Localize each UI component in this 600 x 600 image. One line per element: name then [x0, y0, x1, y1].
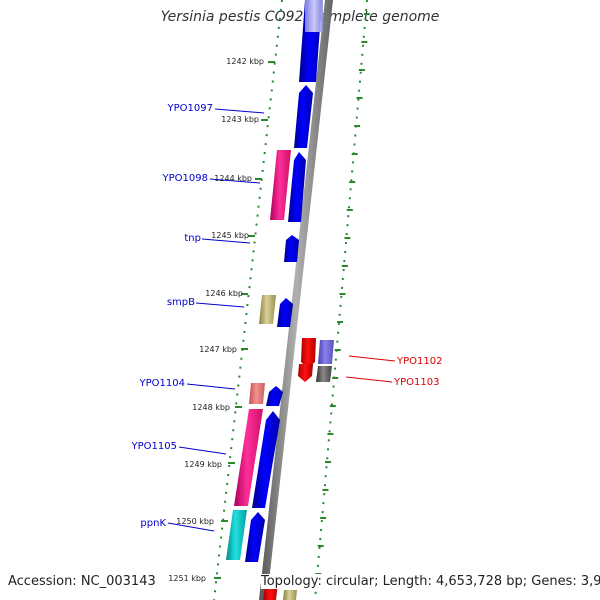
kbp-label-1242: 1242 kbp: [226, 57, 264, 66]
gene-smpb-blue: [277, 298, 293, 327]
leader-smpb: [195, 302, 245, 308]
leader-ypo1098: [209, 178, 261, 184]
label-ypo1102: YPO1102: [396, 356, 442, 367]
kbp-label-1248: 1248 kbp: [192, 403, 230, 412]
label-ypo1105: YPO1105: [131, 441, 177, 452]
gene-ypo1103-red: [298, 364, 313, 382]
gene-ypo1104-blue: [266, 386, 283, 406]
kbp-label-1245: 1245 kbp: [211, 231, 249, 240]
inner-track-dotted: [213, 0, 283, 600]
kbp-label-1246: 1246 kbp: [205, 289, 243, 298]
outer-tick-marks: [315, 13, 370, 575]
leader-ppnk: [167, 522, 215, 532]
label-ppnk: ppnK: [140, 518, 166, 529]
label-ypo1104: YPO1104: [139, 378, 185, 389]
gene-ypo1102-red: [301, 338, 316, 368]
kbp-ruler: 1242 kbp 1243 kbp 1244 kbp 1245 kbp 1246…: [168, 57, 275, 583]
gene-ypo1098-blue: [288, 152, 306, 222]
label-ypo1098: YPO1098: [162, 173, 208, 184]
gene-ypo1104-salmon: [249, 383, 265, 404]
genome-summary-text: Topology: circular; Length: 4,653,728 bp…: [261, 574, 600, 589]
label-ypo1097: YPO1097: [167, 103, 213, 114]
leader-ypo1102: [348, 355, 396, 362]
gene-ypo1105-pink: [234, 409, 263, 506]
outer-track-dotted: [314, 0, 368, 600]
gene-ypo1105-blue: [252, 411, 280, 508]
gene-ppnk-blue: [245, 512, 265, 562]
gene-ypo1098-pink: [270, 150, 291, 220]
label-tnp: tnp: [184, 233, 201, 244]
leader-ypo1105: [178, 446, 227, 455]
gene-ypo1102-purple: [318, 340, 334, 364]
gene-bottom-olive: [283, 590, 297, 600]
backbone-bar: [259, 0, 333, 600]
label-ypo1103: YPO1103: [393, 377, 439, 388]
gene-ypo1097: [294, 85, 313, 148]
gene-ppnk-cyan: [226, 510, 247, 560]
accession-text: Accession: NC_003143: [8, 574, 156, 589]
gene-ypo1103-grey: [316, 366, 332, 382]
gene-smpb-olive: [259, 295, 276, 324]
kbp-label-1244: 1244 kbp: [214, 174, 252, 183]
leader-tnp: [201, 238, 251, 244]
gene-tnp: [284, 235, 299, 262]
leader-ypo1103: [345, 376, 393, 383]
kbp-label-1243: 1243 kbp: [221, 115, 259, 124]
gene-top-highlight: [305, 0, 323, 32]
label-smpb: smpB: [167, 297, 195, 308]
kbp-label-1251: 1251 kbp: [168, 574, 206, 583]
leader-ypo1104: [186, 383, 236, 390]
leader-ypo1097: [214, 108, 265, 114]
kbp-label-1249: 1249 kbp: [184, 460, 222, 469]
kbp-label-1247: 1247 kbp: [199, 345, 237, 354]
kbp-label-1250: 1250 kbp: [176, 517, 214, 526]
